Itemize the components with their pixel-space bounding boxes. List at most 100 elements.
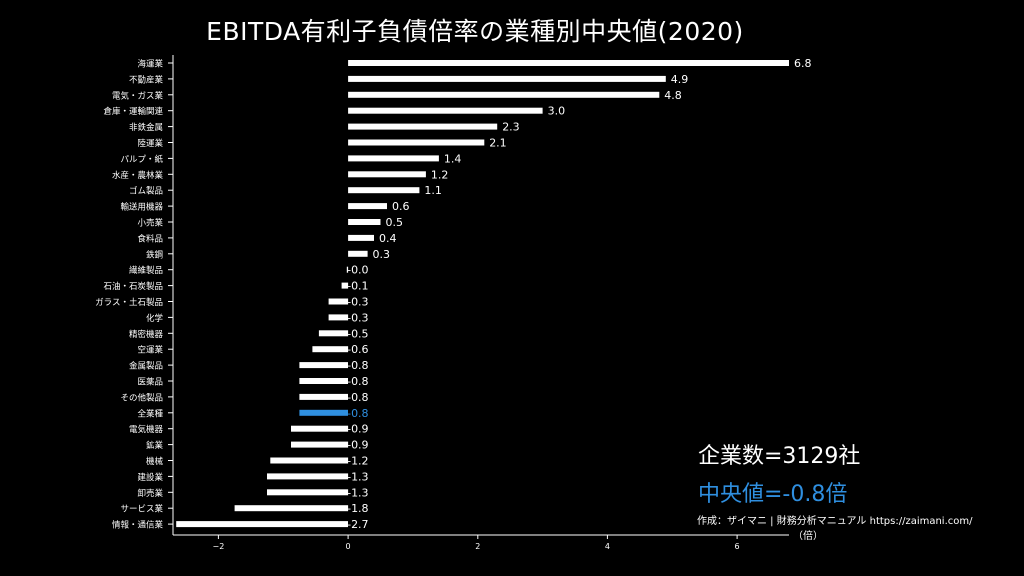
- category-label: 非鉄金属: [129, 122, 163, 133]
- bar-情報・通信業: [176, 521, 348, 528]
- category-label: 倉庫・運輸関連: [103, 106, 163, 117]
- bar-陸運業: [348, 139, 485, 146]
- value-label: -0.9: [347, 439, 368, 452]
- category-label: ゴム製品: [129, 186, 163, 197]
- value-label: -0.3: [347, 311, 368, 324]
- bar-化学: [328, 314, 349, 321]
- category-label: 石油・石炭製品: [103, 281, 163, 292]
- value-labels-layer: 6.84.94.83.02.32.11.41.21.10.60.50.40.3-…: [347, 57, 811, 531]
- value-label: -0.6: [347, 343, 368, 356]
- value-label: -1.3: [347, 470, 368, 483]
- value-label: -0.0: [347, 264, 368, 277]
- category-label: 鉱業: [146, 440, 164, 451]
- category-label: 食料品: [137, 233, 163, 244]
- category-label: 輸送用機器: [120, 202, 163, 213]
- bar-海運業: [348, 60, 789, 66]
- category-label: 海運業: [137, 59, 163, 70]
- bar-卸売業: [267, 489, 349, 496]
- category-label: 金属製品: [129, 361, 163, 372]
- bar-機械: [270, 457, 349, 464]
- value-label: -0.9: [347, 423, 368, 436]
- value-label: 2.1: [489, 137, 507, 150]
- bar-輸送用機器: [348, 203, 387, 210]
- x-tick-label: −2: [213, 542, 225, 551]
- value-label: -1.3: [347, 486, 368, 499]
- category-label: 小売業: [137, 218, 163, 229]
- value-label: 3.0: [548, 105, 566, 118]
- x-tick-label: 4: [605, 542, 610, 551]
- value-label: 1.1: [424, 184, 442, 197]
- bar-鉱業: [291, 441, 349, 448]
- bar-サービス業: [234, 505, 349, 512]
- median-stat: 中央値=-0.8倍: [698, 482, 848, 507]
- category-label: ガラス・土石製品: [95, 297, 163, 308]
- value-label: -2.7: [347, 518, 368, 531]
- company-count-stat: 企業数=3129社: [698, 444, 861, 469]
- bar-ガラス・土石製品: [328, 298, 349, 305]
- value-label: 1.2: [431, 168, 449, 181]
- bar-非鉄金属: [348, 123, 498, 130]
- x-tick-label: 2: [475, 542, 480, 551]
- category-label: 化学: [146, 313, 164, 324]
- value-label: -0.8: [347, 391, 368, 404]
- bar-不動産業: [348, 75, 666, 82]
- value-label: -0.1: [347, 280, 368, 293]
- category-label: 電気・ガス業: [112, 90, 164, 101]
- category-label: 機械: [146, 456, 164, 467]
- bar-空運業: [312, 346, 349, 353]
- bar-石油・石炭製品: [341, 282, 349, 289]
- bar-精密機器: [318, 330, 349, 337]
- x-tick-label: 0: [346, 542, 351, 551]
- bar-鉄鋼: [348, 250, 368, 257]
- bar-倉庫・運輸関連: [348, 107, 543, 114]
- value-label: 0.6: [392, 200, 410, 213]
- value-label: 2.3: [502, 121, 520, 134]
- bar-繊維製品: [346, 266, 349, 273]
- axes-layer: −2 0 2 4 6 （倍）: [168, 55, 823, 551]
- category-label: 繊維製品: [129, 265, 163, 276]
- value-label: -0.8: [347, 359, 368, 372]
- bar-建設業: [267, 473, 349, 480]
- value-label: -1.8: [347, 502, 368, 515]
- unit-label: （倍）: [793, 529, 823, 542]
- category-label: 水産・農林業: [112, 170, 164, 181]
- category-label: 陸運業: [137, 138, 163, 149]
- bars-layer: [176, 60, 789, 528]
- bar-金属製品: [299, 362, 348, 369]
- value-label: 6.8: [794, 57, 812, 70]
- value-label: -0.8: [347, 407, 368, 420]
- chart-title: EBITDA有利子負債倍率の業種別中央値(2020): [206, 17, 744, 46]
- category-label: サービス業: [120, 504, 163, 515]
- value-label: -0.3: [347, 296, 368, 309]
- category-label: 卸売業: [137, 488, 163, 499]
- value-label: -0.5: [347, 327, 368, 340]
- bar-小売業: [348, 219, 381, 225]
- category-label: パルプ・紙: [120, 154, 163, 165]
- category-label: 電気機器: [129, 424, 164, 435]
- value-label: 1.4: [444, 152, 462, 165]
- category-label: 空運業: [137, 345, 163, 356]
- value-label: -0.8: [347, 375, 368, 388]
- bar-全業種: [299, 409, 348, 416]
- value-label: 0.5: [386, 216, 404, 229]
- category-label: 情報・通信業: [112, 520, 164, 531]
- value-label: -1.2: [347, 455, 368, 468]
- bar-その他製品: [299, 393, 348, 400]
- category-label: 全業種: [137, 408, 163, 419]
- category-label: 建設業: [137, 472, 163, 483]
- bar-電気機器: [291, 425, 349, 432]
- category-label: 不動産業: [129, 74, 164, 85]
- value-label: 0.3: [373, 248, 391, 261]
- category-label: 医薬品: [137, 377, 163, 388]
- x-tick-label: 6: [735, 542, 740, 551]
- bar-電気・ガス業: [348, 91, 660, 98]
- bar-医薬品: [299, 378, 348, 384]
- value-label: 4.8: [664, 89, 682, 102]
- bar-水産・農林業: [348, 171, 426, 178]
- category-labels-layer: 海運業不動産業電気・ガス業倉庫・運輸関連非鉄金属陸運業パルプ・紙水産・農林業ゴム…: [95, 59, 163, 531]
- value-label: 0.4: [379, 232, 397, 245]
- bar-パルプ・紙: [348, 155, 439, 162]
- category-label: 精密機器: [129, 329, 164, 340]
- bar-食料品: [348, 234, 374, 241]
